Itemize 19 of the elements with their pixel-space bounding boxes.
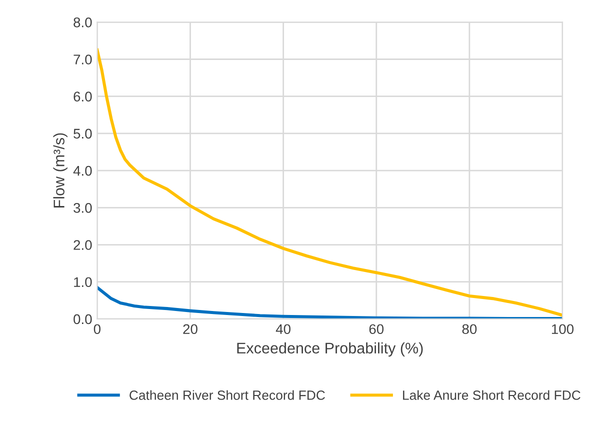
y-tick-label: 5.0 [74, 128, 92, 139]
y-tick-label: 2.0 [74, 240, 92, 250]
x-tick-label: 40 [276, 324, 290, 334]
legend-label: Lake Anure Short Record FDC [403, 390, 580, 400]
x-tick-label: 60 [369, 324, 384, 334]
x-tick-label: 0 [94, 324, 101, 334]
y-tick-label: 4.0 [73, 166, 92, 176]
y-tick-label: 6.0 [74, 92, 92, 102]
y-axis-title: Flow (m³/s) [53, 133, 68, 208]
legend-label: Catheen River Short Record FDC [130, 390, 325, 400]
y-tick-label: 0.0 [74, 314, 92, 324]
x-tick-label: 20 [183, 324, 198, 334]
x-tick-label: 100 [552, 324, 574, 334]
y-tick-label: 7.0 [74, 54, 92, 64]
x-axis-title: Exceedence Probability (%) [237, 342, 423, 357]
y-tick-label: 8.0 [74, 17, 92, 28]
y-tick-label: 3.0 [74, 202, 92, 213]
x-tick-label: 80 [462, 324, 477, 334]
y-tick-label: 1.0 [74, 277, 92, 288]
